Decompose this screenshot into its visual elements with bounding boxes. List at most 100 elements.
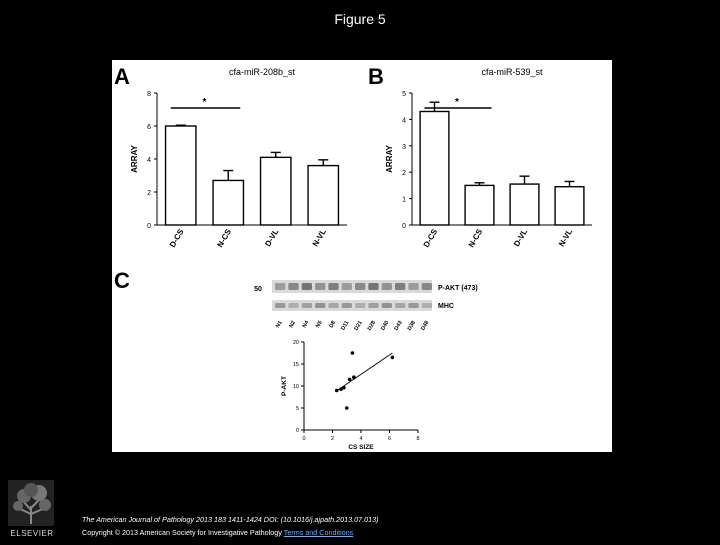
- blot-band: [288, 283, 299, 290]
- b-ytick-label: 3: [402, 144, 406, 151]
- blot-band: [275, 283, 286, 290]
- blot-band-label: MHC: [438, 303, 454, 310]
- b-ytick-label: 1: [402, 197, 406, 204]
- a-sig-star: *: [203, 97, 207, 108]
- blot-lane-label: D21: [353, 320, 363, 332]
- blot-band: [341, 303, 352, 308]
- c-point: [390, 355, 395, 360]
- c-point: [339, 387, 343, 391]
- blot-band: [408, 283, 419, 290]
- figure-panel: A B C cfa-miR-208b_st 0 2 4 6 8 ARRAY D-CS N-CS D…: [112, 60, 612, 452]
- c-ytick-label: 20: [293, 340, 299, 346]
- b-category-label: D-CS: [422, 227, 440, 249]
- c-ytick-label: 0: [296, 428, 299, 434]
- terms-link[interactable]: Terms and Conditions: [283, 528, 354, 537]
- b-ytick-label: 0: [402, 223, 406, 230]
- blot-lane-label: N2: [288, 320, 297, 329]
- blot-band: [395, 303, 406, 308]
- blot-lane-label: D11: [340, 320, 350, 331]
- c-point: [334, 388, 339, 393]
- b-category-label: N-VL: [557, 227, 574, 248]
- chart-mir208b: cfa-miR-208b_st 0 2 4 6 8 ARRAY D-CS N-CS D-VL N-V…: [130, 67, 347, 249]
- blot-band: [288, 303, 299, 308]
- elsevier-logo: ELSEVIER: [4, 478, 60, 540]
- a-ytick-label: 6: [147, 124, 151, 131]
- c-xtick-label: 6: [388, 436, 391, 442]
- a-bar: [212, 179, 245, 226]
- b-bar: [464, 184, 495, 226]
- blot-band: [368, 303, 379, 308]
- blot-band: [368, 283, 379, 290]
- b-bar: [419, 110, 450, 226]
- a-title: cfa-miR-208b_st: [229, 67, 296, 77]
- blot-band: [301, 283, 312, 290]
- c-point: [347, 377, 352, 382]
- chart-scatter: 0 2 4 6 8 0 5 10 15 20 CS SIZE P-AKT: [281, 340, 420, 451]
- blot-band: [381, 303, 392, 308]
- blot-lane-label: D8: [328, 320, 337, 329]
- blot-band: [328, 303, 339, 308]
- a-category-label: N-VL: [311, 227, 328, 248]
- c-ylabel: P-AKT: [281, 376, 288, 396]
- b-ytick-label: 5: [402, 91, 406, 98]
- c-point: [350, 351, 355, 355]
- c-ytick-label: 10: [293, 384, 299, 390]
- c-point: [352, 375, 356, 380]
- blot-lane-label: N5: [315, 320, 324, 329]
- blot-lane-label: D48: [420, 320, 430, 332]
- b-category-label: N-CS: [467, 227, 485, 249]
- blot-band: [381, 283, 392, 290]
- blot-band: [408, 303, 419, 308]
- a-bar: [164, 125, 197, 226]
- copyright-text: Copyright © 2013 American Society for In…: [82, 528, 282, 537]
- panel-letter-b: B: [368, 64, 384, 89]
- blot-band: [328, 283, 339, 290]
- c-point: [342, 385, 346, 390]
- figure-canvas: A B C cfa-miR-208b_st 0 2 4 6 8 ARRAY D-CS N-CS D…: [114, 64, 592, 451]
- blot-lane-label: D28: [367, 320, 377, 332]
- blot-band-label: P-AKT (473): [438, 285, 478, 292]
- blot-lane-label: N1: [275, 320, 284, 329]
- a-bar: [259, 156, 292, 226]
- blot-band: [275, 303, 286, 308]
- b-title: cfa-miR-539_st: [481, 67, 543, 77]
- b-ytick-label: 4: [402, 117, 406, 124]
- a-ytick-label: 2: [147, 190, 151, 197]
- b-category-label: D-VL: [512, 227, 529, 248]
- b-bar: [509, 183, 540, 226]
- c-fit-line: [335, 352, 393, 393]
- blot-band: [421, 303, 432, 308]
- a-category-label: D-VL: [263, 227, 280, 248]
- b-ytick-label: 2: [402, 170, 406, 177]
- blot-band: [301, 303, 312, 308]
- chart-mir539: cfa-miR-539_st 0 1 2 3 4 5 ARRAY D-CS N-CS D-VL N-V…: [385, 67, 592, 249]
- panel-letter-c: C: [114, 268, 130, 293]
- blot-band: [315, 283, 326, 290]
- svg-text:ELSEVIER: ELSEVIER: [10, 529, 53, 538]
- a-bar: [307, 164, 340, 226]
- c-xtick-label: 2: [331, 436, 334, 442]
- blot-band: [355, 303, 366, 308]
- a-category-label: D-CS: [168, 227, 186, 249]
- c-ytick-label: 5: [296, 406, 299, 412]
- c-xtick-label: 4: [359, 436, 362, 442]
- blot-band: [341, 283, 352, 290]
- c-xlabel: CS SIZE: [348, 444, 374, 451]
- a-category-label: N-CS: [215, 227, 233, 249]
- b-sig-star: *: [455, 97, 459, 108]
- c-ytick-label: 15: [293, 362, 299, 368]
- a-ytick-label: 8: [147, 91, 151, 98]
- slide-title: Figure 5: [334, 11, 386, 27]
- blot-lane-label: D38: [407, 320, 417, 332]
- c-point: [344, 406, 349, 410]
- blot-lane-label: D43: [393, 320, 403, 332]
- b-ylabel: ARRAY: [385, 144, 394, 172]
- b-bar: [554, 186, 585, 226]
- c-xtick-label: 8: [416, 436, 419, 442]
- blot-band: [315, 303, 326, 308]
- a-ytick-label: 0: [147, 223, 151, 230]
- citation-line: The American Journal of Pathology 2013 1…: [82, 515, 379, 524]
- blot-marker: 50: [254, 286, 262, 293]
- blot-band: [421, 283, 432, 290]
